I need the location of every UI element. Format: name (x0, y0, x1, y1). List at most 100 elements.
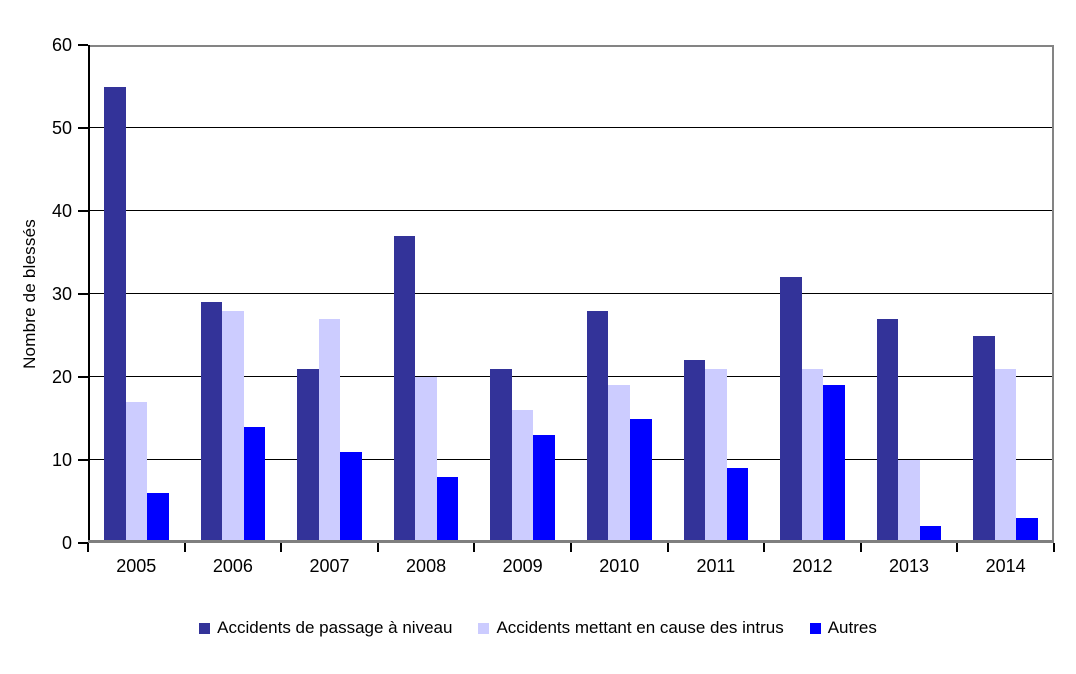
y-tick-mark (78, 542, 88, 544)
bar-2006-series-2 (222, 310, 244, 543)
y-tick-label: 30 (51, 284, 72, 304)
x-tick-mark (183, 543, 186, 552)
bar-2012-series-1 (780, 277, 802, 543)
y-tick-label: 20 (51, 367, 72, 387)
bar-2007-series-1 (297, 368, 319, 543)
x-axis-label-2012: 2012 (792, 556, 833, 576)
bar-2013-series-2 (898, 460, 920, 543)
bar-2014-series-1 (973, 335, 995, 543)
x-axis-label-2005: 2005 (116, 556, 157, 576)
bar-2005-series-1 (103, 86, 126, 543)
bar-group-2012 (764, 45, 861, 543)
legend-swatch-icon (809, 622, 821, 634)
x-axis-label-2007: 2007 (309, 556, 350, 576)
bar-2010-series-1 (586, 310, 609, 543)
legend-item-2: Accidents mettant en cause des intrus (478, 618, 784, 638)
bar-2013-series-3 (919, 526, 942, 543)
legend-item-3: Autres (809, 618, 877, 638)
legend-swatch-icon (478, 622, 490, 634)
legend-label: Autres (827, 618, 877, 637)
bar-2014-series-3 (1016, 518, 1038, 543)
plot-border-top (88, 45, 1054, 47)
x-tick-mark (956, 543, 959, 552)
x-tick-mark (763, 543, 766, 552)
bar-2011-series-2 (705, 368, 727, 543)
y-tick-mark (78, 210, 88, 212)
bar-2006-series-3 (243, 426, 266, 543)
bar-2013-series-1 (876, 318, 899, 543)
x-tick-mark (1053, 543, 1055, 552)
bar-group-2007 (281, 45, 378, 543)
bar-groups (88, 45, 1054, 543)
bar-2012-series-2 (801, 368, 824, 543)
bars-2014 (973, 45, 1038, 543)
x-axis-label-2013: 2013 (889, 556, 930, 576)
bar-2006-series-1 (200, 302, 223, 543)
y-tick-label: 10 (51, 450, 72, 470)
bar-group-2006 (185, 45, 282, 543)
y-tick-mark (78, 44, 88, 46)
bar-2008-series-1 (393, 235, 416, 543)
y-tick-label: 60 (51, 35, 72, 55)
y-axis-tick-labels: 0 10 20 30 40 50 60 (0, 36, 72, 552)
x-tick-mark (376, 543, 379, 552)
x-axis-label-2011: 2011 (696, 556, 736, 576)
x-tick-mark (473, 543, 476, 552)
bar-2014-series-2 (994, 368, 1017, 543)
bar-2010-series-3 (630, 418, 652, 543)
x-axis-label-2014: 2014 (985, 556, 1026, 576)
y-tick-mark (78, 127, 88, 129)
legend-swatch-icon (199, 622, 211, 634)
x-axis-label-2006: 2006 (212, 556, 253, 576)
gridline (88, 293, 1054, 294)
bar-2010-series-2 (608, 385, 631, 543)
y-tick-mark (78, 376, 88, 378)
bars-2009 (490, 45, 555, 543)
y-tick-label: 40 (51, 201, 72, 221)
legend: Accidents de passage à niveau Accidents m… (0, 618, 1076, 638)
x-axis-label-2008: 2008 (406, 556, 447, 576)
gridline (88, 459, 1054, 460)
bar-2009-series-1 (490, 368, 512, 543)
x-tick-mark (666, 543, 669, 552)
bars-2005 (103, 45, 169, 543)
y-tick-mark (78, 293, 88, 295)
bar-2005-series-3 (147, 493, 169, 543)
bar-2008-series-3 (436, 476, 459, 543)
bar-2011-series-3 (726, 468, 749, 543)
bar-group-2014 (957, 45, 1054, 543)
bar-2007-series-3 (340, 451, 362, 543)
bar-2009-series-3 (533, 435, 555, 543)
x-tick-mark (859, 543, 862, 552)
bar-2009-series-2 (511, 410, 534, 543)
y-axis-line (88, 45, 90, 543)
gridline (88, 127, 1054, 128)
y-tick-label: 0 (61, 533, 72, 553)
bars-2008 (393, 45, 459, 543)
legend-label: Accidents mettant en cause des intrus (496, 618, 784, 637)
gridline (88, 210, 1054, 211)
bar-group-2008 (378, 45, 475, 543)
x-tick-mark (570, 543, 572, 552)
gridline (88, 376, 1054, 377)
x-axis-tick-marks (87, 543, 1055, 552)
bar-group-2011 (668, 45, 765, 543)
legend-item-1: Accidents de passage à niveau (199, 618, 452, 638)
bars-2010 (586, 45, 652, 543)
plot-border-right (1052, 45, 1054, 543)
legend-label: Accidents de passage à niveau (217, 618, 453, 637)
bar-group-2005 (88, 45, 185, 543)
bars-2011 (683, 45, 749, 543)
bar-group-2010 (571, 45, 668, 543)
bar-2008-series-2 (415, 377, 437, 543)
bar-2011-series-1 (683, 360, 706, 543)
bars-2006 (200, 45, 266, 543)
x-axis-label-2010: 2010 (599, 556, 640, 576)
bars-2012 (780, 45, 845, 543)
plot-area (88, 45, 1054, 543)
bars-2007 (297, 45, 362, 543)
y-tick-label: 50 (51, 118, 72, 138)
x-tick-mark (87, 543, 89, 552)
bar-group-2009 (474, 45, 571, 543)
